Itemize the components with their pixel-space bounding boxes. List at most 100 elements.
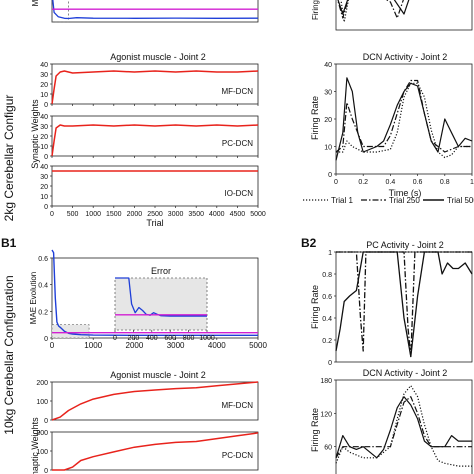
- bottom-agonist-line-pc-dcn: [52, 432, 259, 471]
- top-agonist-xtick-label: 1500: [106, 211, 122, 218]
- top-agonist-ytick-label: 40: [40, 164, 48, 171]
- top-agonist-ytick-label: 30: [40, 72, 48, 79]
- bottom-mae-xtick-label: 0: [50, 341, 55, 350]
- bottom-pc-ytick-label: 1: [328, 250, 332, 257]
- inset-xtick-label: 800: [183, 335, 195, 342]
- top-dcn-xtick-label: 0: [334, 179, 338, 186]
- top-agonist-xtick-label: 2500: [147, 211, 163, 218]
- bottom-pc-frame: [335, 251, 473, 363]
- top-agonist-ytick-label: 20: [40, 82, 48, 89]
- bottom-agonist-line-mf-dcn: [51, 381, 259, 421]
- bottom-pc-ytick-label: 0.4: [322, 316, 332, 323]
- top-dcn-ytick-label: 40: [324, 62, 332, 69]
- top-dcn-ytick-label: 10: [324, 145, 332, 152]
- bottom-pc-ytick-label: 0.6: [322, 294, 332, 301]
- top-dcn-title: DCN Activity - Joint 2: [363, 52, 448, 62]
- bottom-agonist-ytick-label: 200: [36, 430, 48, 437]
- top-dcn-xtick-label: 0.6: [413, 179, 423, 186]
- inset-xtick-label: 400: [146, 335, 158, 342]
- top-agonist-xtick-label: 3500: [188, 211, 204, 218]
- top-dcn-line-dotted: [336, 82, 472, 159]
- top-agonist-ytick-label: 0: [44, 154, 48, 161]
- top-agonist-xtick-label: 0: [50, 211, 54, 218]
- bottom-agonist-label-pc-dcn: PC-DCN: [222, 451, 253, 460]
- bottom-mae-ylabel: MAE Evolution: [29, 272, 38, 324]
- top-agonist-xtick-label: 500: [67, 211, 79, 218]
- top-agonist-ytick-label: 10: [40, 194, 48, 201]
- inset-xtick-label: 600: [164, 335, 176, 342]
- top-dcn-xtick-label: 0.2: [358, 179, 368, 186]
- bottom-dcn-ylabel: Firing Rate: [310, 408, 320, 452]
- top-agonist-ytick-label: 20: [40, 134, 48, 141]
- inset-xtick-label: 0: [113, 335, 117, 342]
- legend: Trial 1 Trial 250 Trial 500: [303, 196, 474, 205]
- top-agonist-ytick-label: 30: [40, 124, 48, 131]
- top-dcn-xlabel: Time (s): [389, 188, 422, 198]
- inset-xtick-label: 200: [128, 335, 140, 342]
- bottom-mae-xtick-label: 1000: [84, 341, 102, 350]
- bottom-agonist-ytick-label: 100: [36, 399, 48, 406]
- top-agonist-xtick-label: 2000: [127, 211, 143, 218]
- top-agonist-ylabel: Synaptic Weights: [30, 99, 40, 169]
- top-agonist-label-io-dcn: IO-DCN: [225, 189, 254, 198]
- bottom-pc-title: PC Activity - Joint 2: [366, 240, 444, 250]
- bottom-mae-xtick-label: 4000: [208, 341, 226, 350]
- bottom-mae-frame: [51, 257, 259, 339]
- top-agonist-line-pc-dcn: [51, 124, 259, 157]
- top-agonist-ytick-label: 20: [40, 184, 48, 191]
- bottom-agonist-ylabel: Synaptic Weights: [30, 417, 40, 474]
- top-agonist-frame-0: [51, 63, 259, 105]
- top-agonist-ytick-label: 40: [40, 62, 48, 69]
- legend-label-trial-500: Trial 500: [447, 196, 474, 205]
- top-dcn-ytick-label: 30: [324, 90, 332, 97]
- row-label-top: 2kg Cerebellar Configur: [2, 95, 16, 222]
- bottom-dcn-frame: [335, 379, 473, 474]
- bottom-dcn-line-dashed: [335, 396, 472, 459]
- bottom-pc-ylabel: Firing Rate: [310, 285, 320, 329]
- top-agonist-xtick-label: 4000: [209, 211, 225, 218]
- top-pc-frame: [335, 0, 473, 31]
- inset-xtick-label: 1000: [199, 335, 215, 342]
- bottom-mae-ytick-label: 0.2: [38, 309, 48, 316]
- bottom-mae-zoom-box: [51, 324, 90, 339]
- top-agonist-label-pc-dcn: PC-DCN: [222, 139, 253, 148]
- bottom-agonist-label-mf-dcn: MF-DCN: [221, 401, 253, 410]
- top-agonist-line-mf-dcn: [51, 70, 259, 105]
- top-agonist-ytick-label: 0: [44, 102, 48, 109]
- top-dcn-ylabel: Firing Rate: [310, 96, 320, 140]
- top-dcn-xtick-label: 0.4: [386, 179, 396, 186]
- top-agonist-xtick-label: 5000: [250, 211, 266, 218]
- bottom-dcn-ytick-label: 60: [324, 445, 332, 452]
- top-agonist-frame-2: [51, 165, 259, 207]
- bottom-agonist-ytick-label: 0: [44, 418, 48, 425]
- top-mae-line: [52, 0, 259, 20]
- top-agonist-ytick-label: 40: [40, 114, 48, 121]
- bottom-pc-line-solid: [335, 251, 473, 358]
- bottom-agonist-ytick-label: 0: [44, 468, 48, 474]
- top-agonist-ytick-label: 10: [40, 144, 48, 151]
- bottom-pc-ytick-label: 0: [328, 360, 332, 367]
- top-agonist-xtick-label: 1000: [85, 211, 101, 218]
- top-pc-line-solid: [337, 0, 410, 15]
- top-agonist-ytick-label: 0: [44, 204, 48, 211]
- bottom-agonist-title: Agonist muscle - Joint 2: [110, 370, 206, 380]
- top-dcn-line-solid: [335, 77, 473, 161]
- top-dcn-ytick-label: 0: [328, 172, 332, 179]
- bottom-dcn-ytick-label: 180: [320, 378, 332, 385]
- bottom-dcn-ytick-label: 120: [320, 411, 332, 418]
- top-dcn-xtick-label: 1: [470, 179, 474, 186]
- top-agonist-frame-1: [51, 115, 259, 157]
- bottom-mae-ytick-label: 0.4: [38, 283, 48, 290]
- top-dcn-xtick-label: 0.8: [440, 179, 450, 186]
- panel-label-b2: B2: [301, 236, 317, 250]
- bottom-pc-ytick-label: 0.8: [322, 272, 332, 279]
- legend-label-trial-250: Trial 250: [389, 196, 420, 205]
- top-agonist-xlabel: Trial: [146, 218, 163, 228]
- bottom-pc-ytick-label: 0.2: [322, 338, 332, 345]
- top-agonist-xtick-label: 4500: [230, 211, 246, 218]
- top-dcn-ytick-label: 20: [324, 117, 332, 124]
- top-mae-zoom-box: [51, 0, 69, 23]
- bottom-dcn-line-solid: [335, 396, 472, 459]
